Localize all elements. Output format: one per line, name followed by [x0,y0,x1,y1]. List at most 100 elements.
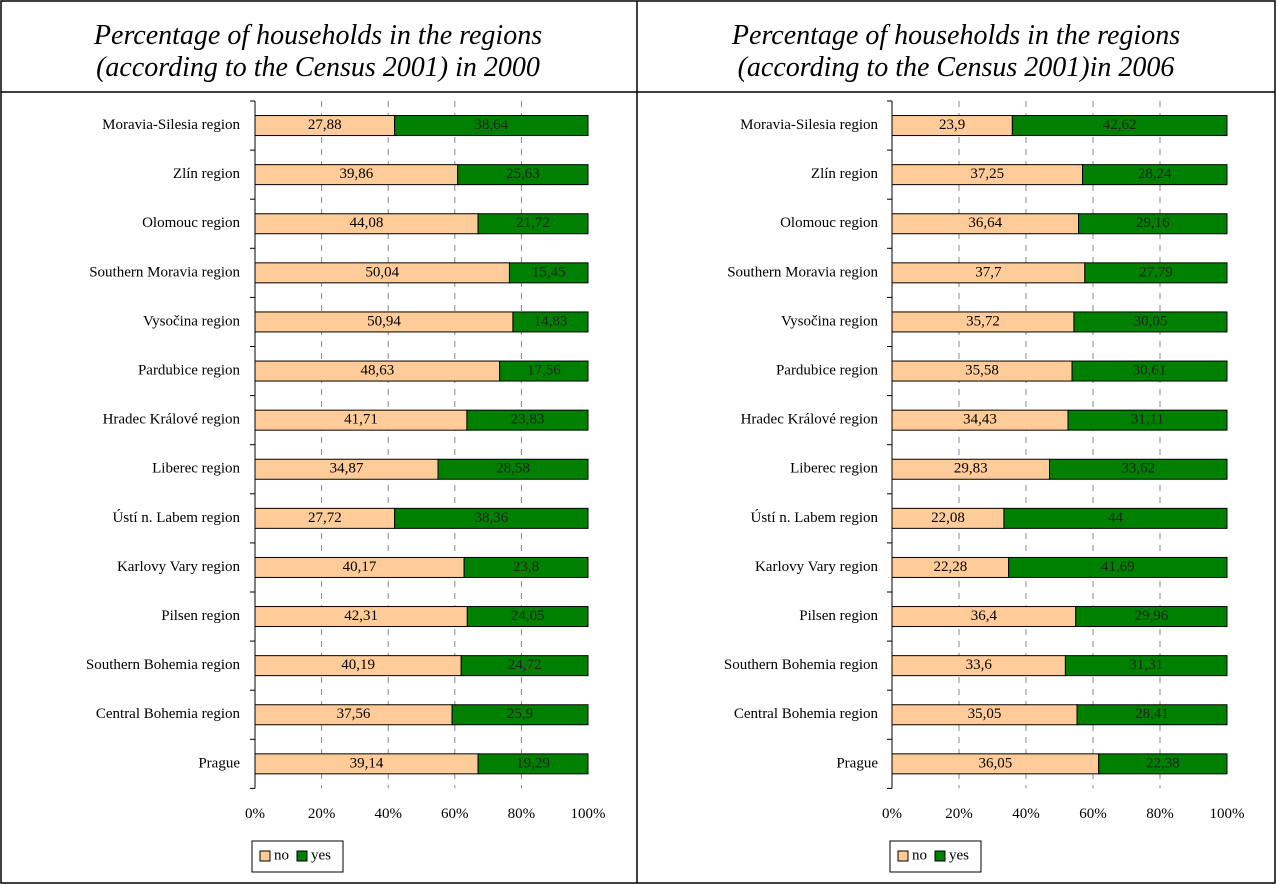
data-label: 42,62 [1103,117,1137,133]
y-tick-label: Vysočina region [781,313,879,329]
data-label: 36,4 [971,608,998,624]
data-label: 41,69 [1101,559,1135,575]
x-tick-label: 80% [1146,806,1174,822]
data-label: 23,9 [939,117,965,133]
bar-segment [1003,507,1228,529]
data-label: 25,9 [507,706,533,722]
x-tick-label: 0% [245,806,265,822]
data-label: 41,71 [344,412,378,428]
bar-segment [1084,262,1228,284]
data-label: 44,08 [350,215,384,231]
y-tick-label: Central Bohemia region [96,706,241,722]
y-tick-label: Liberec region [790,461,878,477]
data-label: 35,05 [968,706,1002,722]
y-tick-label: Olomouc region [780,215,878,231]
y-tick-label: Pardubice region [138,362,241,378]
data-label: 33,6 [966,657,993,673]
x-tick-label: 80% [508,806,536,822]
data-label: 38,64 [474,117,508,133]
bar-segment [1011,115,1228,137]
bar-segment [437,458,589,480]
data-label: 40,17 [343,559,377,575]
x-tick-label: 60% [441,806,469,822]
bar-segment [463,556,589,578]
data-label: 35,72 [966,313,1000,329]
data-label: 42,31 [344,608,378,624]
bar-segment [1082,164,1228,186]
data-label: 38,36 [474,510,508,526]
data-label: 15,45 [532,264,566,280]
data-label: 39,86 [339,166,373,182]
legend-swatch [296,850,308,862]
data-label: 28,41 [1135,706,1169,722]
data-label: 30,05 [1134,313,1168,329]
y-tick-label: Karlovy Vary region [117,559,241,575]
bar-segment [512,311,589,333]
data-label: 36,64 [968,215,1002,231]
y-tick-label: Prague [836,755,878,771]
data-label: 25,63 [506,166,540,182]
data-label: 50,04 [365,264,399,280]
data-label: 24,05 [511,608,545,624]
legend-label: no [912,847,927,863]
x-tick-label: 20% [945,806,973,822]
data-label: 37,25 [970,166,1004,182]
legend-label: yes [949,847,969,863]
y-tick-label: Zlín region [173,166,241,182]
y-tick-label: Ústí n. Labem region [751,509,879,526]
x-tick-label: 100% [571,806,606,822]
data-label: 23,8 [513,559,539,575]
y-tick-label: Southern Bohemia region [86,657,241,673]
y-tick-label: Prague [198,755,240,771]
data-label: 34,43 [963,412,997,428]
legend-swatch [934,850,946,862]
x-tick-label: 60% [1079,806,1107,822]
data-label: 31,31 [1129,657,1163,673]
x-tick-label: 40% [374,806,402,822]
data-label: 28,58 [496,461,530,477]
data-label: 19,29 [516,755,550,771]
bar-segment [394,115,589,137]
y-tick-label: Central Bohemia region [734,706,879,722]
y-tick-label: Olomouc region [142,215,240,231]
bar-segment [1008,556,1228,578]
legend-swatch [897,850,909,862]
y-tick-label: Karlovy Vary region [755,559,879,575]
y-tick-label: Ústí n. Labem region [113,509,241,526]
y-tick-label: Zlín region [811,166,879,182]
data-label: 37,7 [975,264,1002,280]
data-label: 40,19 [341,657,375,673]
bar-segment [466,409,589,431]
data-label: 39,14 [350,755,384,771]
data-label: 44 [1108,510,1124,526]
bar-segment [499,360,589,382]
data-label: 29,83 [954,461,988,477]
data-label: 22,08 [931,510,965,526]
y-tick-label: Vysočina region [143,313,241,329]
bar-segment [1078,213,1228,235]
chart-title: Percentage of households in the regions … [93,20,543,83]
y-tick-label: Moravia-Silesia region [102,117,240,133]
data-label: 27,72 [308,510,342,526]
y-tick-label: Hradec Králové region [103,412,241,428]
bar-segment [1064,655,1228,677]
bar-segment [466,606,589,628]
data-label: 17,56 [527,362,561,378]
data-label: 31,11 [1131,412,1164,428]
bar-segment [460,655,589,677]
data-label: 36,05 [978,755,1012,771]
data-label: 23,83 [511,412,545,428]
legend-label: yes [311,847,331,863]
y-tick-label: Southern Bohemia region [724,657,879,673]
bar-segment [451,704,589,726]
data-label: 34,87 [330,461,364,477]
bar-segment [477,213,589,235]
data-label: 22,38 [1146,755,1180,771]
x-tick-label: 20% [308,806,336,822]
bar-segment [457,164,589,186]
data-label: 35,58 [965,362,999,378]
legend-box [251,840,344,873]
